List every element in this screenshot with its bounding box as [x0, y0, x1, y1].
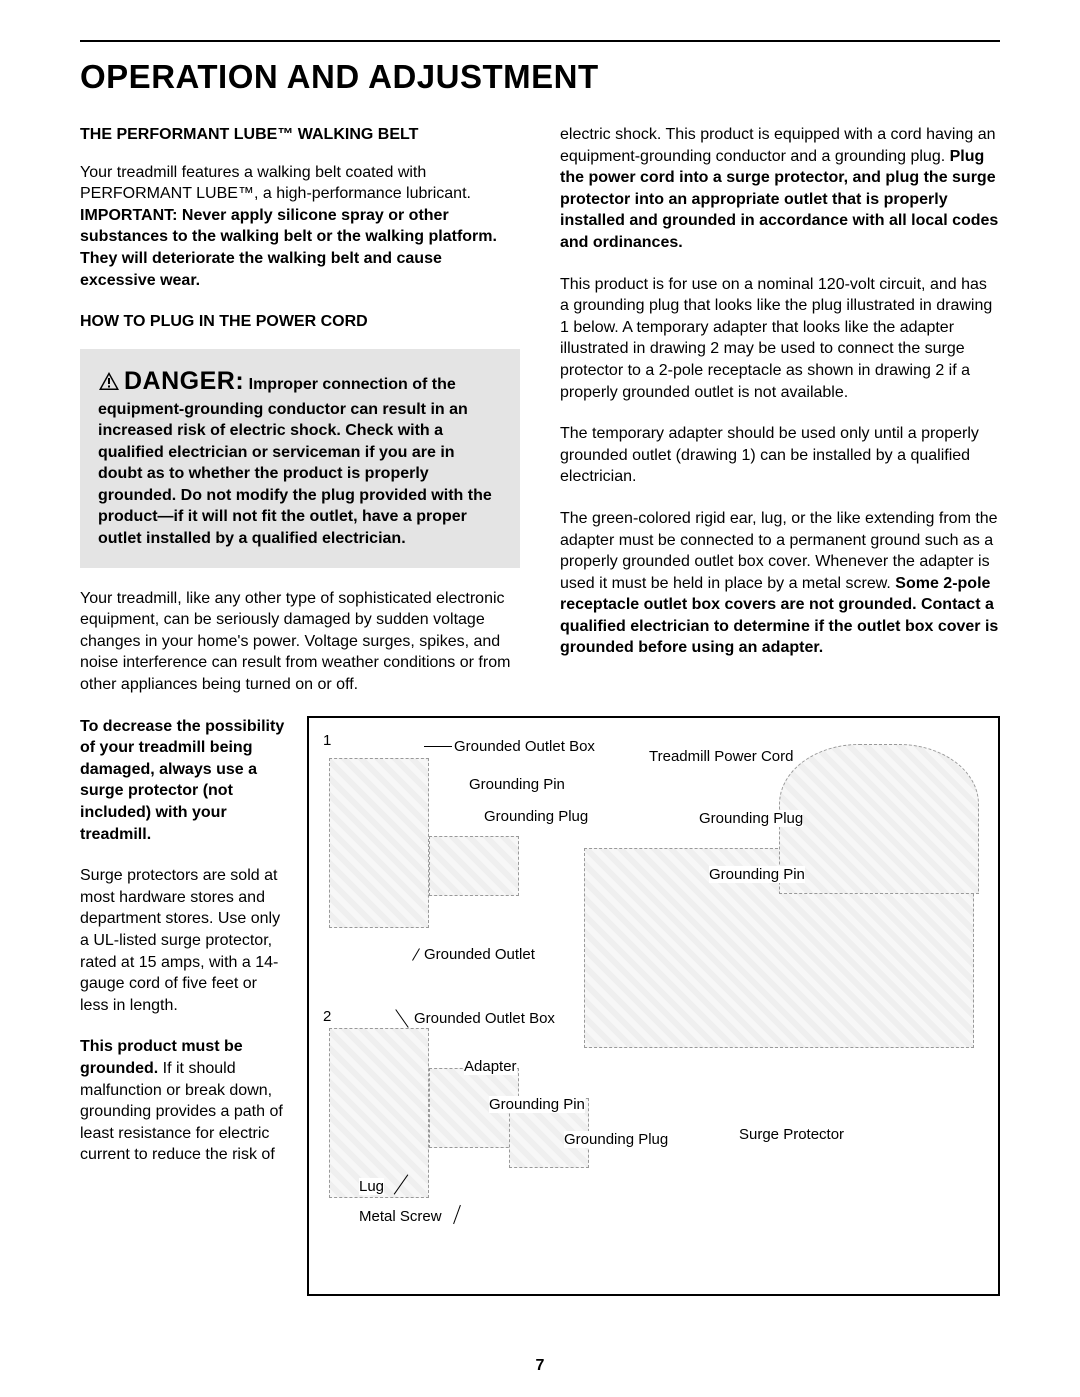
must-be-grounded: This product must be grounded. If it sho… [80, 1036, 285, 1166]
label-grounding-plug-1: Grounding Plug [484, 808, 588, 825]
lube-paragraph: Your treadmill features a walking belt c… [80, 162, 520, 292]
right-column: electric shock. This product is equipped… [560, 124, 1000, 696]
grounding-diagram: 1 2 Grounded Outlet Box Treadmill Power … [307, 716, 1000, 1296]
upper-columns: THE PERFORMANT LUBE™ WALKING BELT Your t… [80, 124, 1000, 696]
label-metal-screw: Metal Screw [359, 1208, 442, 1225]
page-title: OPERATION AND ADJUSTMENT [80, 58, 1000, 96]
danger-body: Improper connection of the equipment-gro… [98, 376, 492, 547]
figure-number-2: 2 [323, 1008, 331, 1025]
label-grounding-pin-3: Grounding Pin [489, 1096, 585, 1113]
label-grounding-plug-3: Grounding Plug [564, 1131, 668, 1148]
surge-intro: Your treadmill, like any other type of s… [80, 588, 520, 696]
surge-stores: Surge protectors are sold at most hardwa… [80, 865, 285, 1016]
page-number: 7 [0, 1357, 1080, 1375]
label-grounding-pin-1: Grounding Pin [469, 776, 565, 793]
label-grounded-outlet: Grounded Outlet [424, 946, 535, 963]
figure-number-1: 1 [323, 732, 331, 749]
label-grounded-outlet-box-2: Grounded Outlet Box [414, 1010, 555, 1027]
label-grounding-plug-2: Grounding Plug [699, 810, 803, 827]
decrease-bold: To decrease the possibility of your trea… [80, 718, 284, 843]
subhead-lube: THE PERFORMANT LUBE™ WALKING BELT [80, 124, 520, 146]
label-surge-protector: Surge Protector [739, 1126, 844, 1143]
lower-region: To decrease the possibility of your trea… [80, 716, 1000, 1296]
danger-callout: DANGER: Improper connection of the equip… [80, 349, 520, 568]
label-grounding-pin-2: Grounding Pin [709, 866, 805, 883]
right-p3: The temporary adapter should be used onl… [560, 423, 1000, 488]
figure-column: 1 2 Grounded Outlet Box Treadmill Power … [307, 716, 1000, 1296]
left-column: THE PERFORMANT LUBE™ WALKING BELT Your t… [80, 124, 520, 696]
label-lug: Lug [359, 1178, 384, 1195]
label-adapter: Adapter [464, 1058, 517, 1075]
right-p4: The green-colored rigid ear, lug, or the… [560, 508, 1000, 659]
right-p2: This product is for use on a nominal 120… [560, 274, 1000, 404]
danger-word: DANGER: [124, 367, 244, 395]
manual-page: OPERATION AND ADJUSTMENT THE PERFORMANT … [0, 0, 1080, 1397]
label-grounded-outlet-box-1: Grounded Outlet Box [454, 738, 595, 755]
decrease-possibility: To decrease the possibility of your trea… [80, 716, 285, 846]
warning-triangle-icon [98, 371, 120, 398]
top-rule [80, 40, 1000, 42]
label-treadmill-power-cord: Treadmill Power Cord [649, 748, 794, 765]
outlet-box-1-illustration [329, 758, 429, 928]
right-p1: electric shock. This product is equipped… [560, 124, 1000, 254]
lube-important: IMPORTANT: Never apply silicone spray or… [80, 207, 497, 289]
content: THE PERFORMANT LUBE™ WALKING BELT Your t… [80, 124, 1000, 1296]
treadmill-cord-illustration [779, 744, 979, 894]
plug-1-illustration [429, 836, 519, 896]
lube-text: Your treadmill features a walking belt c… [80, 164, 471, 203]
subhead-plug: HOW TO PLUG IN THE POWER CORD [80, 311, 520, 333]
outlet-box-2-illustration [329, 1028, 429, 1198]
narrow-left-column: To decrease the possibility of your trea… [80, 716, 285, 1296]
right-p1a: electric shock. This product is equipped… [560, 126, 996, 165]
